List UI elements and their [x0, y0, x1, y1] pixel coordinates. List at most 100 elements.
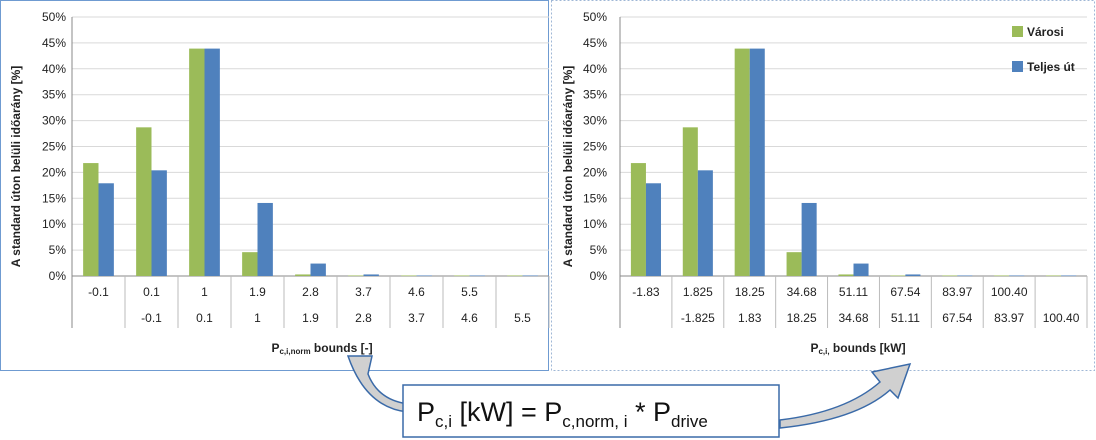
x-tick-label-lower: -0.1	[141, 311, 162, 325]
x-tick-label-lower: 100.40	[1043, 311, 1080, 325]
bar-teljes	[522, 275, 538, 277]
bar-teljes	[749, 48, 765, 277]
y-tick-label: 10%	[42, 217, 66, 231]
x-tick-label-lower: -1.825	[681, 311, 715, 325]
bar-teljes	[98, 183, 114, 276]
formula-sub2: c,norm, i	[562, 412, 627, 431]
bar-teljes	[1061, 275, 1077, 277]
x-tick-label-upper: 34.68	[787, 285, 817, 299]
bar-varosi	[838, 274, 854, 276]
bar-teljes	[151, 170, 167, 276]
x-tick-label-lower: 0.1	[196, 311, 213, 325]
formula-p1: P	[417, 397, 435, 427]
x-tick-label-lower: 3.7	[408, 311, 425, 325]
x-tick-label-lower: 67.54	[942, 311, 972, 325]
y-tick-label: 5%	[590, 243, 608, 257]
chart-left: 0% 5% 10% 15% 20% 25% 30% 35% 40% 45% 50% -0.1 0.1 1 1…	[9, 10, 550, 356]
bar-varosi	[890, 275, 906, 277]
bar-varosi	[1046, 275, 1062, 277]
curved-arrow-right-icon	[779, 362, 912, 429]
x-tick-label-upper: 0.1	[143, 285, 160, 299]
y-tick-label: 30%	[583, 114, 607, 128]
y-tick-label: 25%	[42, 140, 66, 154]
legend-swatch-varosi	[1012, 26, 1023, 37]
y-tick-label: 5%	[49, 243, 67, 257]
bar-teljes	[1009, 275, 1025, 277]
legend-label-varosi: Városi	[1027, 25, 1064, 39]
y-tick-label: 10%	[583, 217, 607, 231]
x-tick-label-lower: 18.25	[787, 311, 817, 325]
bar-varosi	[189, 48, 205, 277]
y-tick-label: 35%	[42, 88, 66, 102]
x-tick-label-upper: 1.9	[249, 285, 266, 299]
y-tick-label: 35%	[583, 88, 607, 102]
bar-varosi	[454, 275, 470, 277]
y-tick-label: 0%	[590, 269, 608, 283]
x-tick-label-lower: 5.5	[514, 311, 531, 325]
y-tick-label: 20%	[583, 165, 607, 179]
y-tick-label: 45%	[42, 36, 66, 50]
x-tick-label-upper: 1.825	[683, 285, 713, 299]
x-tick-label-lower: 83.97	[994, 311, 1024, 325]
x-tick-label-upper: 83.97	[942, 285, 972, 299]
y-tick-label: 40%	[42, 62, 66, 76]
bar-varosi	[295, 274, 311, 276]
y-tick-label: 15%	[583, 191, 607, 205]
x-tick-label-upper: 4.6	[408, 285, 425, 299]
x-tick-label-lower: 1	[254, 311, 261, 325]
y-axis-title: A standard úton belüli időarány [%]	[561, 66, 575, 268]
x-tick-label-upper: 51.11	[839, 285, 868, 299]
x-tick-label-upper: 18.25	[735, 285, 765, 299]
bar-varosi	[994, 275, 1010, 277]
y-tick-label: 50%	[583, 10, 607, 24]
x-tick-label-upper: -1.83	[632, 285, 660, 299]
x-tick-label-lower: 51.11	[891, 311, 920, 325]
formula-p3: * P	[627, 397, 671, 427]
bar-varosi	[942, 275, 958, 277]
y-tick-label: 45%	[583, 36, 607, 50]
bar-varosi	[83, 163, 99, 276]
formula: Pc,i [kW] = Pc,norm, i * Pdrive	[417, 397, 708, 431]
x-tick-label-lower: 2.8	[355, 311, 372, 325]
formula-sub3: drive	[671, 412, 708, 431]
bar-teljes	[645, 183, 661, 276]
y-tick-label: 0%	[49, 269, 67, 283]
y-tick-label: 20%	[42, 165, 66, 179]
legend: Városi Teljes út	[1012, 25, 1075, 74]
bar-teljes	[697, 170, 713, 276]
arrow-right-curve	[779, 362, 912, 429]
bar-teljes	[310, 263, 326, 276]
x-tick-label-lower: 34.68	[838, 311, 868, 325]
y-axis-title: A standard úton belüli időarány [%]	[9, 66, 23, 268]
bar-teljes	[957, 275, 973, 277]
x-tick-label-upper: 3.7	[355, 285, 372, 299]
x-tick-label-upper: 5.5	[461, 285, 478, 299]
x-tick-label-upper: -0.1	[88, 285, 109, 299]
x-tick-label-upper: 67.54	[890, 285, 920, 299]
x-tick-label-upper: 100.40	[991, 285, 1028, 299]
x-tick-label-upper: 1	[201, 285, 208, 299]
formula-box	[402, 384, 780, 438]
bar-teljes	[801, 202, 817, 276]
y-tick-label: 15%	[42, 191, 66, 205]
x-tick-label-upper: 2.8	[302, 285, 319, 299]
x-axis-title: Pc,i, bounds [kW]	[810, 341, 905, 356]
bar-varosi	[734, 48, 750, 277]
formula-p2: [kW] = P	[452, 397, 562, 427]
y-tick-label: 40%	[583, 62, 607, 76]
x-tick-label-lower: 1.9	[302, 311, 319, 325]
bar-teljes	[257, 202, 273, 276]
bar-teljes	[416, 275, 432, 277]
y-tick-label: 25%	[583, 140, 607, 154]
bar-teljes	[469, 275, 485, 277]
legend-swatch-teljes	[1012, 61, 1023, 72]
bar-varosi	[136, 127, 152, 276]
bar-teljes	[204, 48, 220, 277]
x-tick-label-lower: 1.83	[738, 311, 762, 325]
bar-varosi	[242, 252, 258, 276]
x-axis-title: Pc,i,norm bounds [-]	[271, 341, 372, 356]
bar-teljes	[363, 274, 379, 276]
y-tick-label: 50%	[42, 10, 66, 24]
bar-varosi	[507, 275, 523, 277]
